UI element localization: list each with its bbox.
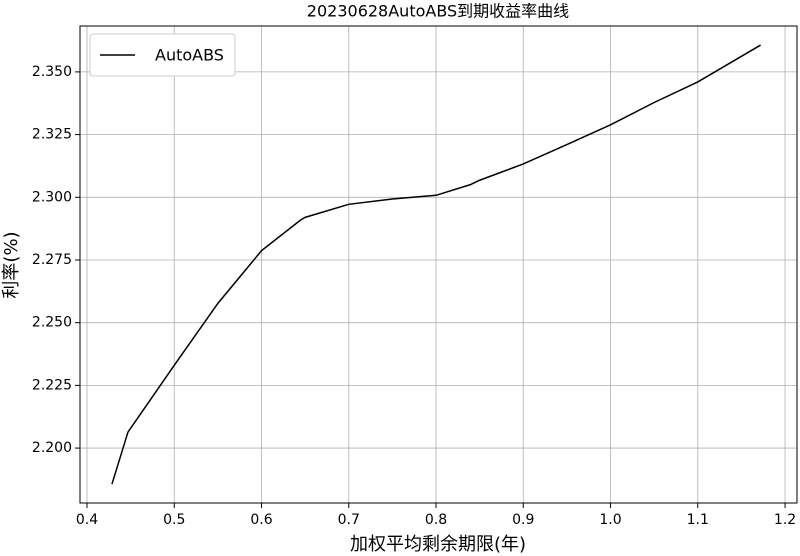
x-tick-label: 1.1	[687, 512, 709, 528]
x-tick-label: 1.0	[599, 512, 621, 528]
x-tick-label: 0.5	[163, 512, 185, 528]
y-tick-label: 2.325	[32, 127, 72, 143]
x-tick-label: 0.9	[512, 512, 534, 528]
y-tick-label: 2.300	[32, 189, 72, 205]
y-tick-label: 2.250	[32, 315, 72, 331]
legend-box	[89, 33, 236, 77]
plot-frame	[79, 25, 798, 504]
line	[111, 44, 761, 485]
x-tick-label: 0.7	[338, 512, 360, 528]
y-axis-label: 利率(%)	[1, 231, 22, 298]
y-tick-label: 2.275	[32, 252, 72, 268]
x-axis-label: 加权平均剩余期限(年)	[350, 534, 526, 555]
x-tick-label: 0.8	[425, 512, 447, 528]
legend-label: AutoABS	[155, 46, 224, 65]
y-tick-label: 2.200	[32, 440, 72, 456]
chart-title: 20230628AutoABS到期收益率曲线	[307, 2, 569, 21]
y-tick-label: 2.350	[32, 64, 72, 80]
y-tick-label: 2.225	[32, 377, 72, 393]
x-tick-label: 0.6	[250, 512, 272, 528]
x-tick-label: 0.4	[76, 512, 98, 528]
x-tick-label: 1.2	[774, 512, 796, 528]
